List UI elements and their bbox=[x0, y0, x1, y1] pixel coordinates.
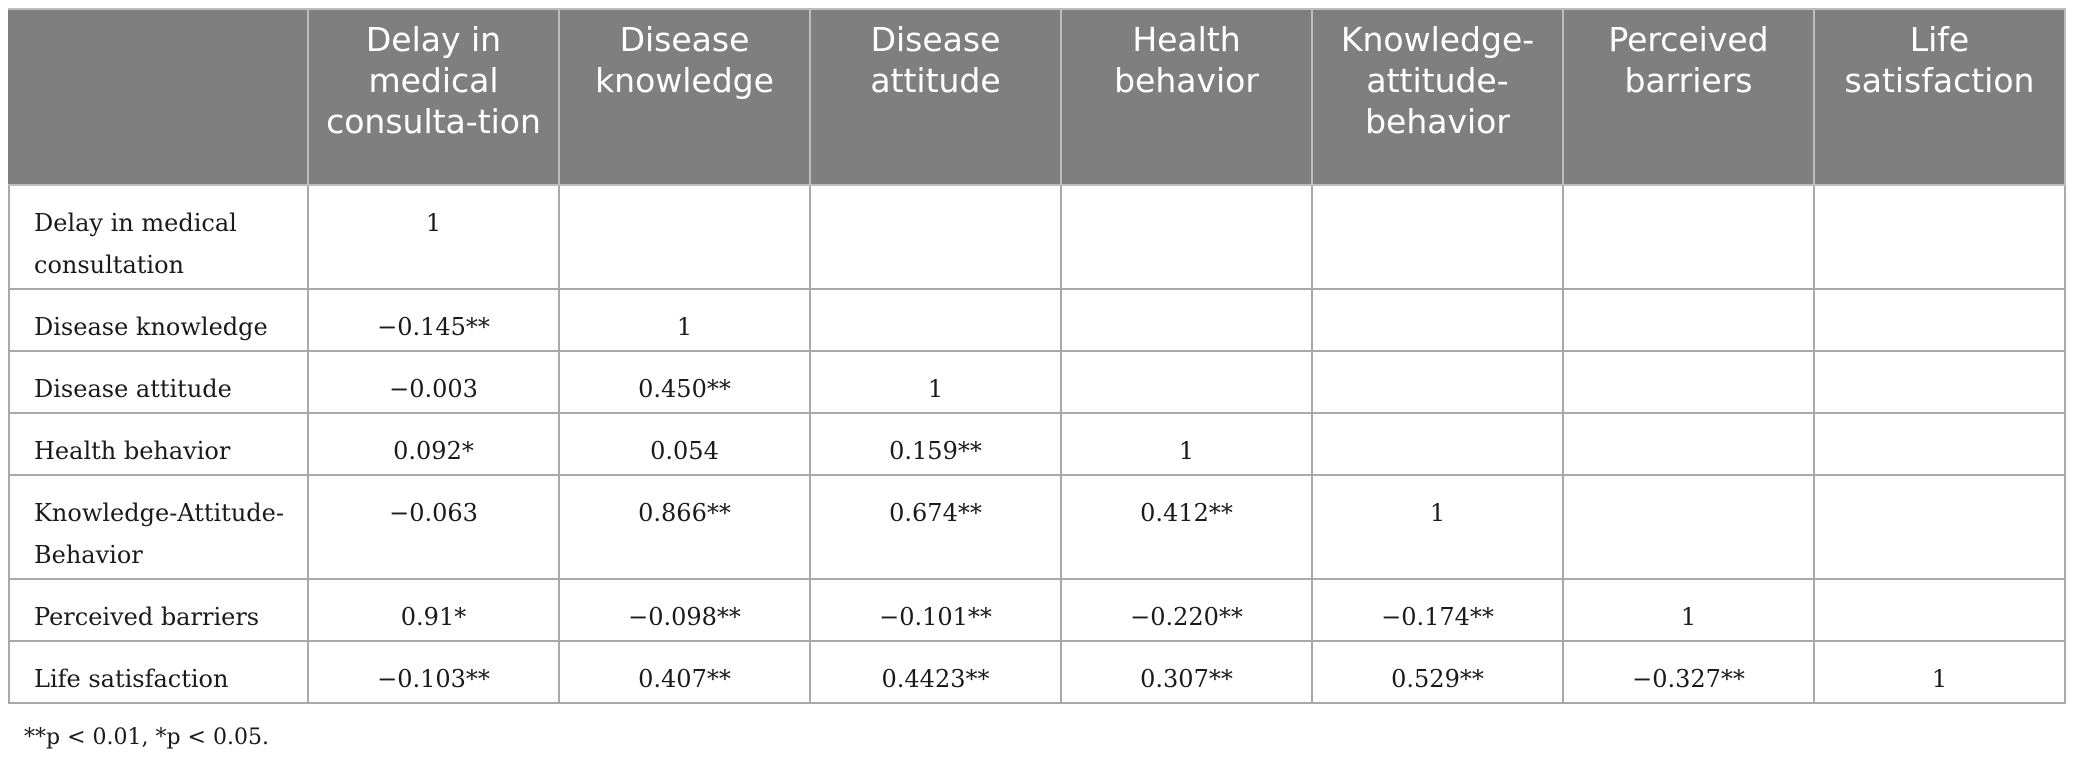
table-cell bbox=[809, 184, 1062, 290]
column-header-health-behavior: Health behavior bbox=[1060, 8, 1313, 186]
table-cell: 0.092* bbox=[307, 412, 560, 476]
table-cell: −0.327** bbox=[1562, 640, 1815, 704]
table-cell: −0.003 bbox=[307, 350, 560, 414]
table-cell bbox=[1060, 184, 1313, 290]
row-label: Health behavior bbox=[8, 412, 309, 476]
table-cell: 0.407** bbox=[558, 640, 811, 704]
table-row: Disease knowledge −0.145** 1 bbox=[8, 288, 2066, 352]
row-label: Knowledge-Attitude-Behavior bbox=[8, 474, 309, 580]
table-cell bbox=[1562, 350, 1815, 414]
table-row: Disease attitude −0.003 0.450** 1 bbox=[8, 350, 2066, 414]
table-cell bbox=[1060, 350, 1313, 414]
table-row: Life satisfaction −0.103** 0.407** 0.442… bbox=[8, 640, 2066, 704]
table-cell bbox=[1813, 474, 2066, 580]
table-cell: 0.674** bbox=[809, 474, 1062, 580]
table-cell: 0.307** bbox=[1060, 640, 1313, 704]
table-cell bbox=[809, 288, 1062, 352]
row-label: Disease knowledge bbox=[8, 288, 309, 352]
row-label: Disease attitude bbox=[8, 350, 309, 414]
table-row: Perceived barriers 0.91* −0.098** −0.101… bbox=[8, 578, 2066, 642]
table-cell: −0.103** bbox=[307, 640, 560, 704]
table-cell: 1 bbox=[809, 350, 1062, 414]
table-cell bbox=[1060, 288, 1313, 352]
table-footnote: **p < 0.01, *p < 0.05. bbox=[24, 725, 269, 750]
table-cell bbox=[1562, 474, 1815, 580]
table-row: Knowledge-Attitude-Behavior −0.063 0.866… bbox=[8, 474, 2066, 580]
table-row: Delay in medical consultation 1 bbox=[8, 184, 2066, 290]
table-cell bbox=[1562, 412, 1815, 476]
table-cell: 0.529** bbox=[1311, 640, 1564, 704]
corner-header bbox=[8, 8, 309, 186]
table-cell: 0.054 bbox=[558, 412, 811, 476]
table-cell: 1 bbox=[307, 184, 560, 290]
table-cell bbox=[558, 184, 811, 290]
table-cell: −0.174** bbox=[1311, 578, 1564, 642]
column-header-delay: Delay in medical consulta-tion bbox=[307, 8, 560, 186]
table-cell bbox=[1813, 350, 2066, 414]
table-cell bbox=[1813, 412, 2066, 476]
table-cell: 0.159** bbox=[809, 412, 1062, 476]
row-label: Delay in medical consultation bbox=[8, 184, 309, 290]
table-cell bbox=[1813, 184, 2066, 290]
table-cell: −0.220** bbox=[1060, 578, 1313, 642]
table-cell: −0.098** bbox=[558, 578, 811, 642]
column-header-kab: Knowledge-attitude-behavior bbox=[1311, 8, 1564, 186]
table-row: Health behavior 0.092* 0.054 0.159** 1 bbox=[8, 412, 2066, 476]
table-cell: 1 bbox=[1562, 578, 1815, 642]
table-cell bbox=[1813, 578, 2066, 642]
row-label: Perceived barriers bbox=[8, 578, 309, 642]
table-cell: 0.4423** bbox=[809, 640, 1062, 704]
table-cell: −0.101** bbox=[809, 578, 1062, 642]
table-cell bbox=[1311, 412, 1564, 476]
table-cell bbox=[1562, 288, 1815, 352]
column-header-disease-attitude: Disease attitude bbox=[809, 8, 1062, 186]
table-cell: 1 bbox=[558, 288, 811, 352]
table-cell: −0.063 bbox=[307, 474, 560, 580]
table-cell bbox=[1311, 288, 1564, 352]
table-cell: −0.145** bbox=[307, 288, 560, 352]
column-header-perceived-barriers: Perceived barriers bbox=[1562, 8, 1815, 186]
correlation-table: Delay in medical consulta-tion Disease k… bbox=[8, 8, 2066, 704]
table-cell: 0.91* bbox=[307, 578, 560, 642]
table-cell bbox=[1311, 350, 1564, 414]
table-cell: 1 bbox=[1813, 640, 2066, 704]
header-row: Delay in medical consulta-tion Disease k… bbox=[8, 8, 2066, 186]
row-label: Life satisfaction bbox=[8, 640, 309, 704]
table-cell: 1 bbox=[1060, 412, 1313, 476]
table-cell: 1 bbox=[1311, 474, 1564, 580]
table-cell bbox=[1562, 184, 1815, 290]
column-header-life-satisfaction: Life satisfaction bbox=[1813, 8, 2066, 186]
table-cell bbox=[1813, 288, 2066, 352]
table-cell: 0.412** bbox=[1060, 474, 1313, 580]
column-header-disease-knowledge: Disease knowledge bbox=[558, 8, 811, 186]
table-cell: 0.450** bbox=[558, 350, 811, 414]
table-cell: 0.866** bbox=[558, 474, 811, 580]
correlation-table-container: Delay in medical consulta-tion Disease k… bbox=[8, 8, 2066, 704]
table-cell bbox=[1311, 184, 1564, 290]
